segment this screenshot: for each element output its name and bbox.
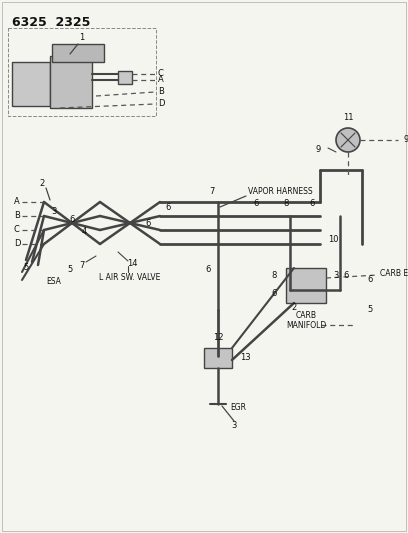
Text: 14: 14 bbox=[127, 260, 137, 269]
Bar bbox=[118, 71, 132, 84]
Text: 11: 11 bbox=[343, 114, 353, 123]
Text: C: C bbox=[14, 225, 20, 235]
Text: 12: 12 bbox=[213, 334, 223, 343]
Text: 6: 6 bbox=[69, 215, 75, 224]
Text: 4: 4 bbox=[81, 228, 86, 237]
Text: 6: 6 bbox=[145, 220, 151, 229]
Text: MANIFOLD: MANIFOLD bbox=[286, 320, 326, 329]
Text: EGR: EGR bbox=[230, 403, 246, 413]
Bar bbox=[50, 56, 92, 108]
Text: 7: 7 bbox=[79, 261, 85, 270]
Text: 3: 3 bbox=[231, 422, 237, 431]
Text: ESA: ESA bbox=[46, 278, 61, 287]
Text: 10: 10 bbox=[328, 236, 339, 245]
Text: CARB: CARB bbox=[295, 311, 317, 319]
Text: 5: 5 bbox=[23, 263, 29, 272]
Text: 2: 2 bbox=[40, 180, 44, 189]
Bar bbox=[52, 44, 104, 62]
Text: 6: 6 bbox=[271, 288, 277, 297]
Text: B: B bbox=[14, 212, 20, 221]
Bar bbox=[8, 28, 156, 116]
Text: D: D bbox=[14, 239, 20, 248]
Text: A: A bbox=[158, 76, 164, 85]
Text: 6: 6 bbox=[253, 199, 259, 208]
Text: 9: 9 bbox=[315, 146, 321, 155]
Text: 6: 6 bbox=[205, 265, 211, 274]
Text: 6: 6 bbox=[343, 271, 349, 280]
Text: A: A bbox=[14, 198, 20, 206]
Text: VAPOR HARNESS: VAPOR HARNESS bbox=[248, 188, 313, 197]
Text: 9: 9 bbox=[403, 135, 408, 144]
Text: 8: 8 bbox=[283, 199, 289, 208]
Text: 3: 3 bbox=[333, 271, 339, 280]
Text: 6: 6 bbox=[367, 276, 373, 285]
Text: 6: 6 bbox=[165, 204, 171, 213]
Bar bbox=[204, 348, 232, 368]
Text: 8: 8 bbox=[271, 271, 277, 280]
Text: 6325  2325: 6325 2325 bbox=[12, 16, 91, 29]
Text: L AIR SW. VALVE: L AIR SW. VALVE bbox=[99, 273, 161, 282]
Text: D: D bbox=[158, 100, 164, 109]
Text: 1: 1 bbox=[80, 34, 84, 43]
Text: C: C bbox=[158, 69, 164, 78]
Circle shape bbox=[336, 128, 360, 152]
Text: 3: 3 bbox=[51, 207, 57, 216]
Text: 6: 6 bbox=[309, 199, 315, 208]
Text: CARB EGR: CARB EGR bbox=[380, 269, 408, 278]
Text: 13: 13 bbox=[240, 353, 251, 362]
Text: 7: 7 bbox=[209, 188, 215, 197]
Bar bbox=[286, 268, 326, 303]
Text: B: B bbox=[158, 87, 164, 96]
Text: 2: 2 bbox=[291, 303, 297, 311]
Bar bbox=[12, 62, 50, 106]
Text: 5: 5 bbox=[67, 265, 73, 274]
Text: 5: 5 bbox=[367, 305, 373, 314]
